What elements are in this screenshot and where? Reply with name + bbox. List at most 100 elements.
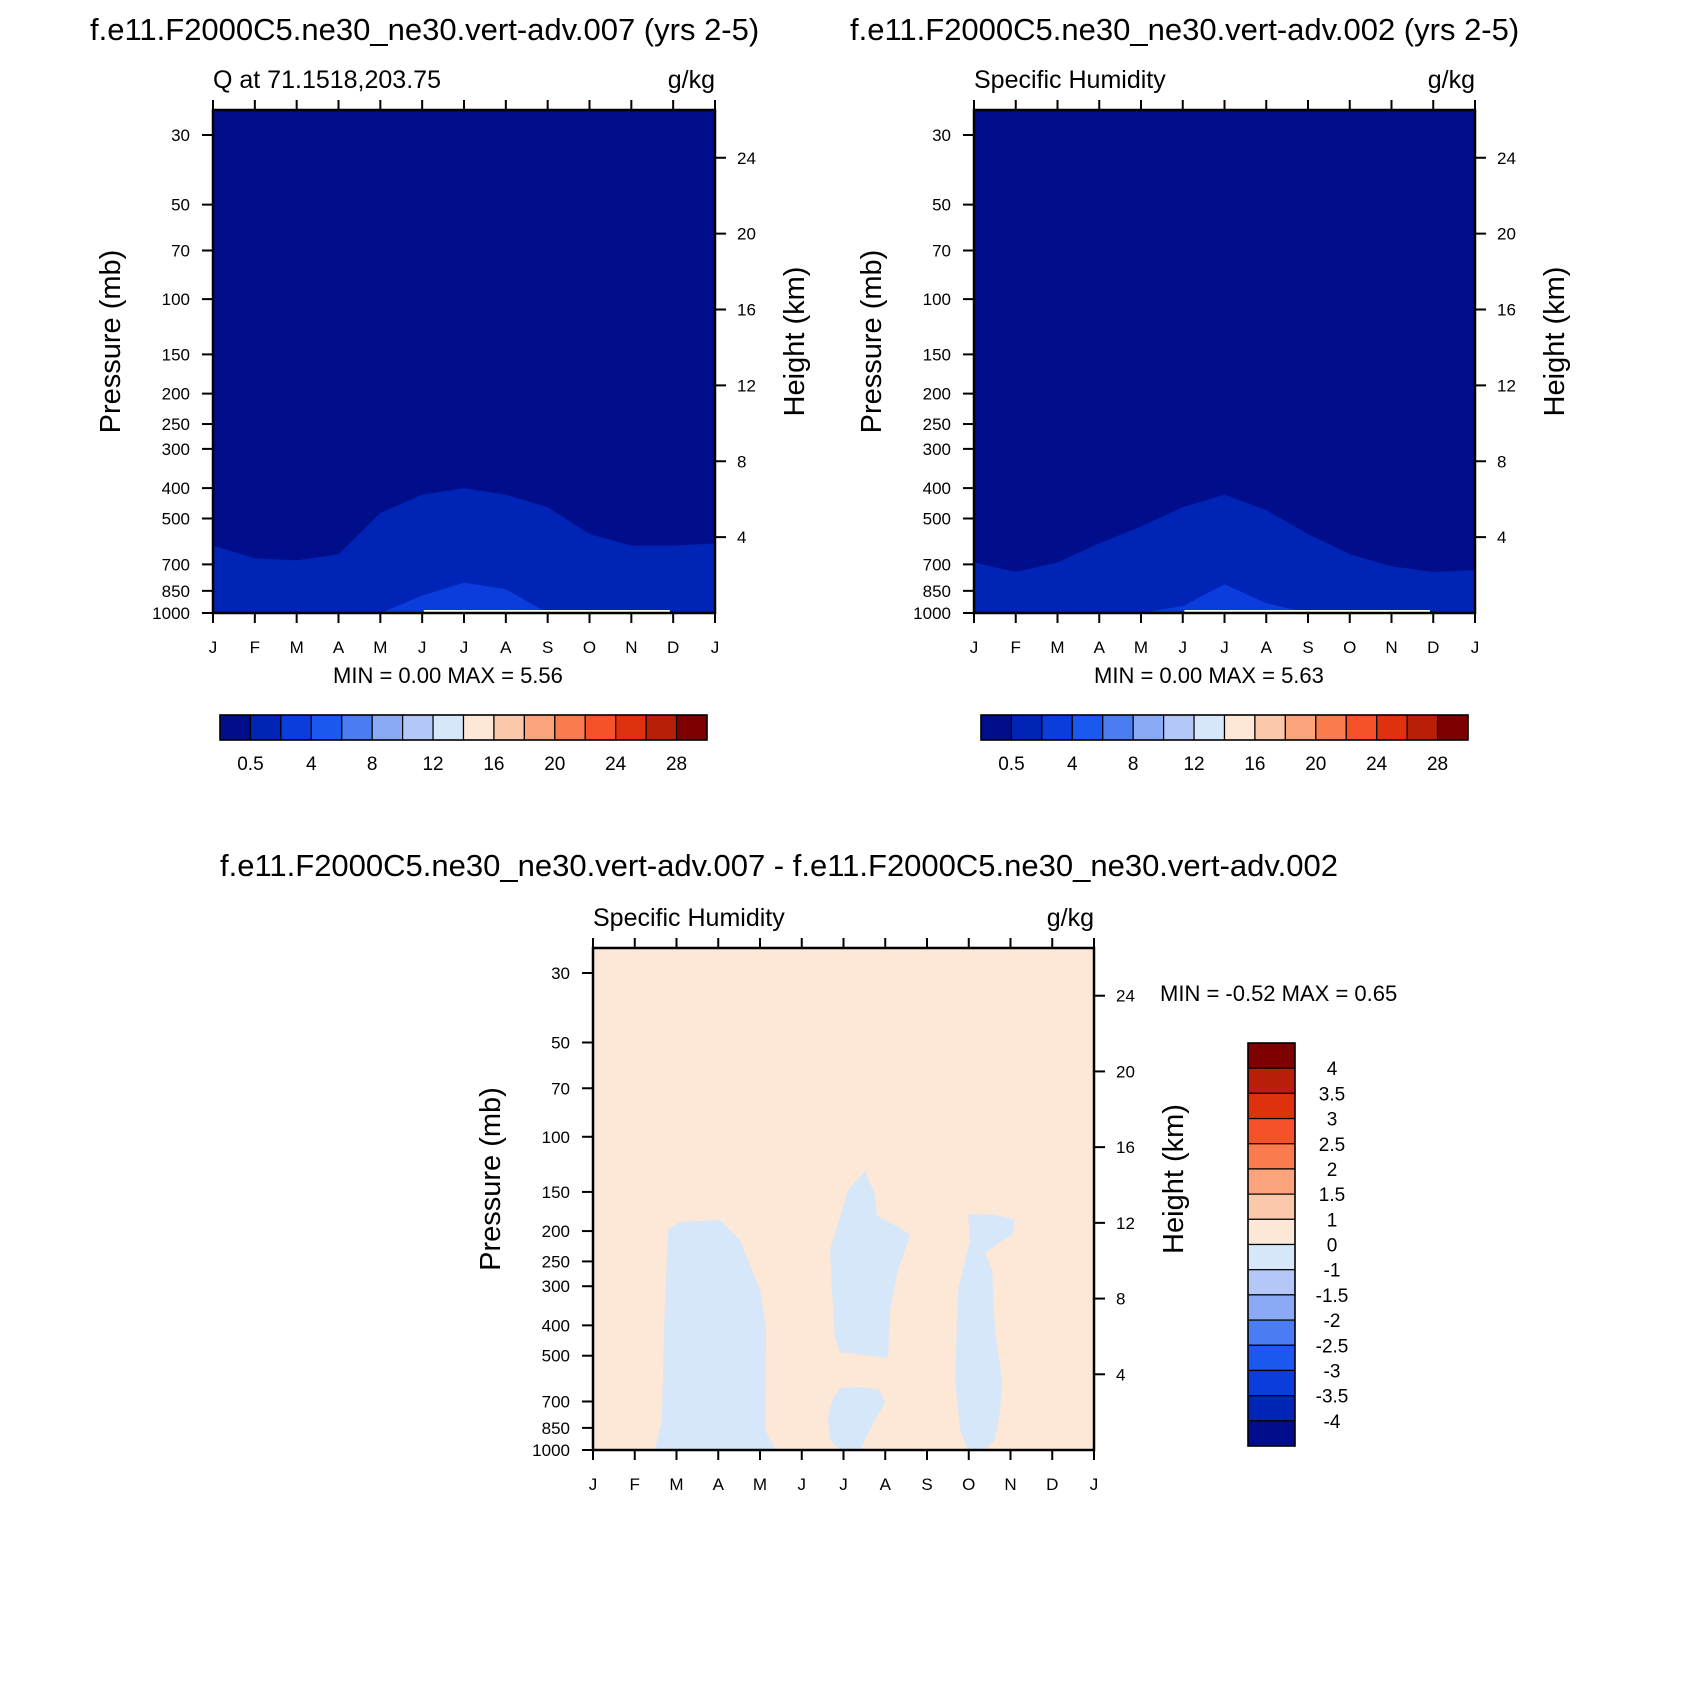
y-tick-label: 700 <box>923 555 951 574</box>
colorbar-label: 0 <box>1327 1236 1338 1257</box>
x-tick-label: J <box>589 1475 598 1494</box>
colorbar-swatch <box>615 714 647 741</box>
y-tick-label: 30 <box>932 126 951 145</box>
chart-title: f.e11.F2000C5.ne30_ne30.vert-adv.007 (yr… <box>90 12 759 47</box>
chart-title: f.e11.F2000C5.ne30_ne30.vert-adv.002 (yr… <box>850 12 1519 47</box>
colorbar-label: 0.5 <box>237 754 263 775</box>
colorbar-swatch <box>462 714 495 741</box>
x-tick-label: S <box>1302 638 1313 657</box>
y2-tick-label: 24 <box>1497 149 1516 168</box>
colorbar-swatch <box>1247 1117 1296 1145</box>
y-tick-label: 70 <box>932 242 951 261</box>
x-tick-label: A <box>333 638 345 657</box>
colorbar-swatch <box>1071 714 1104 741</box>
min-max-text: MIN = -0.52 MAX = 0.65 <box>1160 981 1397 1006</box>
left-label: Specific Humidity <box>593 904 785 932</box>
colorbar: 0.5 4 8 12 16 20 24 28 <box>980 714 1469 775</box>
colorbar-label: 24 <box>605 754 627 775</box>
colorbar-swatch <box>1041 714 1073 741</box>
x-tick-label: M <box>1050 638 1064 657</box>
x-tick-label: O <box>1343 638 1356 657</box>
y-tick-label: 400 <box>542 1316 570 1335</box>
colorbar-frame <box>1247 1042 1296 1447</box>
x-tick-label: J <box>1220 638 1229 657</box>
y-tick-label: 30 <box>551 964 570 983</box>
colorbar-label: 1 <box>1327 1210 1338 1231</box>
colorbar-label: 8 <box>367 754 378 775</box>
left-label: Q at 71.1518,203.75 <box>213 66 441 94</box>
plot-area <box>974 110 1475 613</box>
x-tick-label: S <box>542 638 553 657</box>
colorbar-swatch <box>1132 714 1165 741</box>
colorbar-swatch <box>1247 1294 1296 1321</box>
x-tick-label: J <box>1471 638 1480 657</box>
colorbar-swatch <box>1193 714 1226 741</box>
x-tick-label: N <box>625 638 637 657</box>
y-tick-label: 70 <box>171 242 190 261</box>
y-tick-label: 200 <box>542 1222 570 1241</box>
x-tick-label: A <box>1094 638 1106 657</box>
colorbar-swatch <box>1254 714 1286 741</box>
y2-tick-label: 12 <box>1497 376 1516 395</box>
y2-tick-label: 12 <box>737 376 756 395</box>
x-tick-label: M <box>1134 638 1148 657</box>
colorbar-swatch <box>1247 1193 1296 1220</box>
colorbar-swatch <box>1247 1218 1296 1246</box>
colorbar-label: 28 <box>666 754 687 775</box>
y-tick-label: 250 <box>542 1252 570 1271</box>
x-tick-label: M <box>753 1475 767 1494</box>
y2-tick-label: 24 <box>1116 987 1135 1006</box>
colorbar-label: 12 <box>1183 754 1204 775</box>
colorbar-label: 2.5 <box>1319 1135 1345 1156</box>
x-tick-label: J <box>460 638 469 657</box>
x-tick-label: J <box>1179 638 1188 657</box>
negative-region-4 <box>955 1214 1015 1450</box>
colorbar-swatch <box>310 714 343 741</box>
y-tick-label: 300 <box>542 1277 570 1296</box>
colorbar-swatch <box>249 714 282 741</box>
y-tick-label: 150 <box>542 1183 570 1202</box>
y-tick-label: 700 <box>542 1392 570 1411</box>
y2-tick-label: 8 <box>737 452 746 471</box>
colorbar-swatch <box>1102 714 1134 741</box>
units-label: g/kg <box>1428 66 1475 94</box>
colorbar-label: 16 <box>483 754 504 775</box>
colorbar-swatch <box>219 714 252 741</box>
x-tick-label: D <box>1427 638 1439 657</box>
colorbar-label: 20 <box>1305 754 1326 775</box>
y-tick-label: 300 <box>923 440 951 459</box>
colorbar-swatch <box>1247 1269 1296 1296</box>
x-tick-label: F <box>1011 638 1021 657</box>
min-max-text: MIN = 0.00 MAX = 5.63 <box>1094 663 1324 688</box>
colorbar-label: 2 <box>1327 1160 1338 1181</box>
y-tick-label: 850 <box>542 1419 570 1438</box>
colorbar-swatch <box>523 714 556 741</box>
units-label: g/kg <box>1047 904 1094 932</box>
y2-tick-label: 16 <box>1116 1138 1135 1157</box>
x-tick-label: F <box>250 638 260 657</box>
x-tick-label: A <box>1261 638 1273 657</box>
y-tick-label: 500 <box>542 1347 570 1366</box>
colorbar-swatch <box>1247 1420 1296 1447</box>
x-tick-label: A <box>713 1475 725 1494</box>
colorbar-label: 12 <box>422 754 443 775</box>
y-tick-label: 30 <box>171 126 190 145</box>
y-tick-label: 500 <box>923 510 951 529</box>
colorbar-label: -1.5 <box>1316 1286 1349 1307</box>
colorbar-swatch <box>980 714 1013 741</box>
colorbar-label: 28 <box>1427 754 1448 775</box>
colorbar-swatch <box>1247 1369 1296 1397</box>
colorbar-swatch <box>1247 1143 1296 1170</box>
colorbar-label: 24 <box>1366 754 1388 775</box>
x-tick-label: J <box>798 1475 807 1494</box>
y-tick-label: 1000 <box>532 1441 570 1460</box>
negative-region-3 <box>828 1387 885 1450</box>
y-axis-label: Pressure (mb) <box>95 250 127 434</box>
y2-tick-label: 12 <box>1116 1214 1135 1233</box>
colorbar-label: 4 <box>1067 754 1078 775</box>
colorbar-swatch <box>1247 1042 1296 1069</box>
y-tick-label: 200 <box>923 385 951 404</box>
x-tick-label: M <box>290 638 304 657</box>
x-tick-label: D <box>1046 1475 1058 1494</box>
